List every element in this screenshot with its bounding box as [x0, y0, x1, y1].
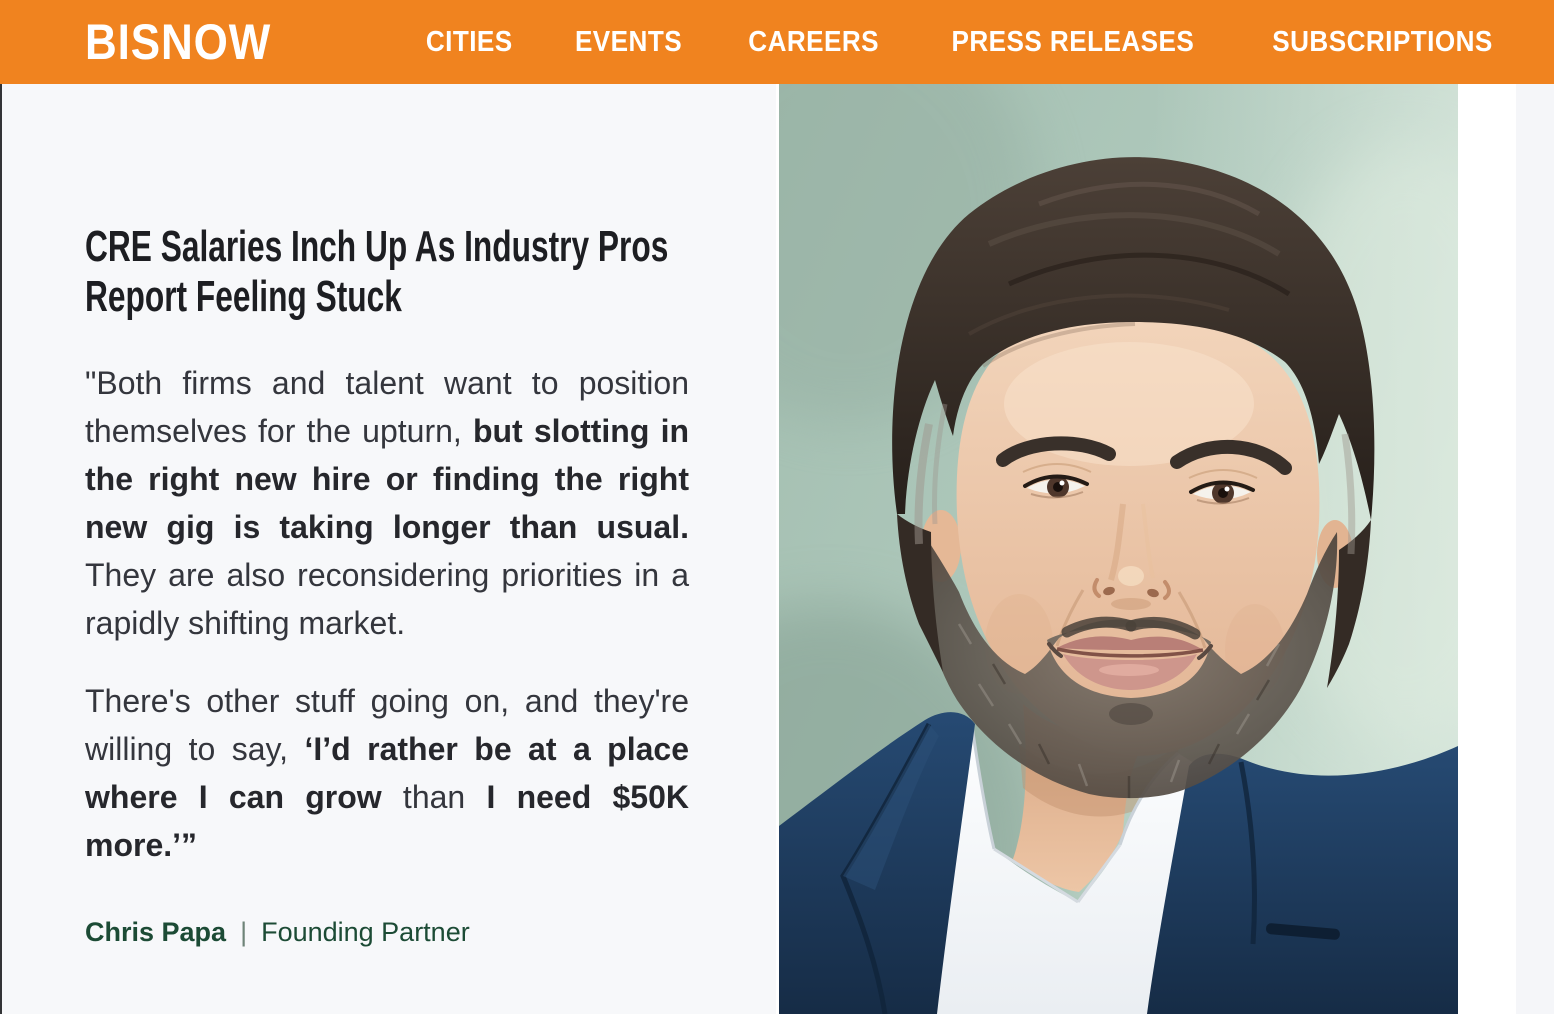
quote-paragraph-1: "Both firms and talent want to position … [85, 359, 689, 647]
photo-right-margin [1458, 84, 1516, 1014]
portrait-illustration [779, 84, 1458, 1014]
paragraph2-bold-quote-start: ‘I’d rather be at a place where I can gr… [85, 731, 690, 815]
attribution-role: Founding Partner [261, 917, 470, 947]
quote-paragraph-2: There's other stuff going on, and they'r… [85, 677, 689, 869]
article-content: CRE Salaries Inch Up As Industry Pros Re… [85, 84, 689, 948]
article-title-line2: Report Feeling Stuck [85, 272, 402, 321]
attribution-separator: | [240, 917, 248, 947]
nav-item-cities[interactable]: CITIES [425, 25, 513, 58]
nav-item-careers[interactable]: CAREERS [747, 25, 879, 58]
article-title: CRE Salaries Inch Up As Industry Pros Re… [85, 222, 669, 322]
paragraph1-bold: but slotting in the right new hire or fi… [85, 413, 689, 545]
nav-item-press-releases[interactable]: PRESS RELEASES [951, 25, 1195, 58]
bisnow-logo[interactable]: BISNOW [85, 14, 272, 70]
paragraph2-bold-quote-end: I need $50K more.’” [85, 779, 690, 863]
paragraph1-tail: They are also reconsidering priorities i… [85, 557, 689, 641]
paragraph2-mid: than [381, 779, 487, 815]
attribution: Chris Papa | Founding Partner [85, 917, 689, 948]
nav-item-subscriptions[interactable]: SUBSCRIPTIONS [1271, 25, 1493, 58]
main-nav: CITIES EVENTS CAREERS PRESS RELEASES SUB… [421, 0, 1554, 84]
portrait-photo [776, 84, 1458, 1014]
nav-item-events[interactable]: EVENTS [575, 25, 683, 58]
paragraph2-lead: There's other stuff going on, and they'r… [85, 683, 689, 767]
top-navigation-bar: BISNOW CITIES EVENTS CAREERS PRESS RELEA… [0, 0, 1554, 84]
attribution-name: Chris Papa [85, 917, 227, 947]
page-right-background [1516, 84, 1554, 1014]
window-left-border [0, 84, 2, 1014]
article-title-line1: CRE Salaries Inch Up As Industry Pros [85, 222, 669, 271]
paragraph1-lead: "Both firms and talent want to position … [85, 365, 689, 449]
